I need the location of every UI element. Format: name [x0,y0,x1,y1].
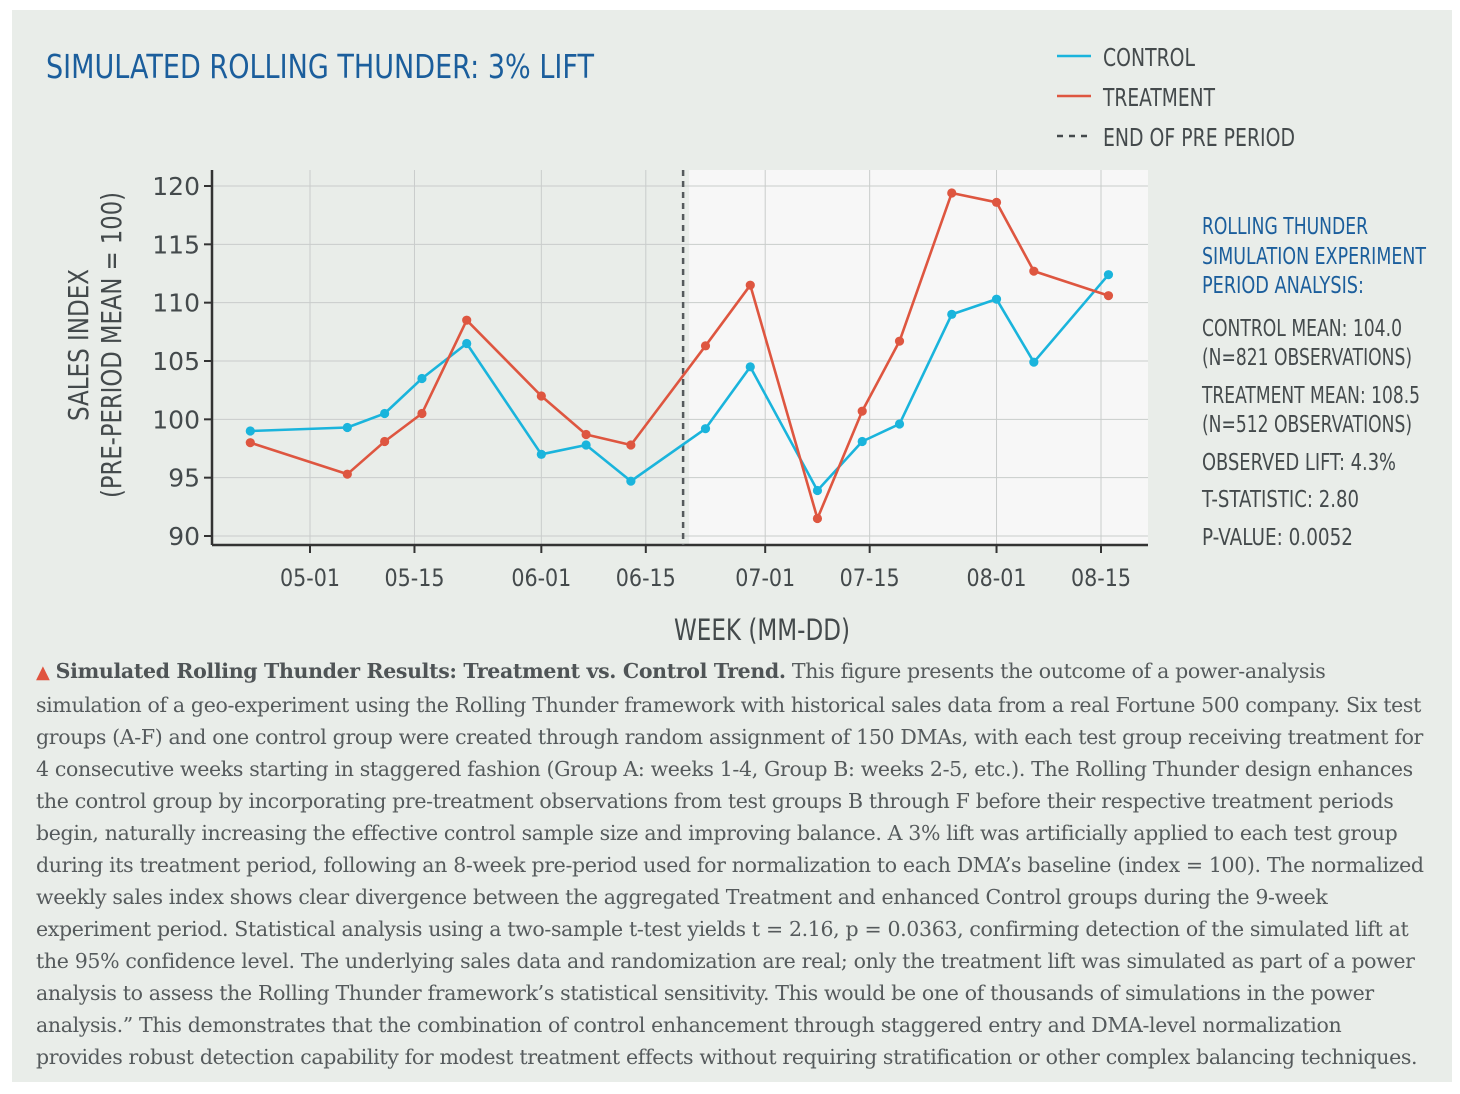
treatment-point [626,440,636,450]
analysis-heading-line3: PERIOD ANALYSIS: [1202,273,1364,299]
analysis-panel: ROLLING THUNDER SIMULATION EXPERIMENT PE… [1201,214,1427,551]
analysis-heading-line2: SIMULATION EXPERIMENT [1202,244,1427,270]
y-tick-label: 90 [168,522,200,551]
legend-control-label: CONTROL [1103,43,1195,72]
treatment-point [1029,266,1039,276]
y-tick-labels: 90 95 100 105 110 115 120 [152,172,212,551]
control-point [947,309,957,319]
x-tick-label: 07-15 [840,564,900,592]
legend-pre-period-label: END OF PRE PERIOD [1103,123,1295,152]
control-n: (N=821 OBSERVATIONS) [1202,345,1412,371]
treatment-point [417,408,427,419]
control-point [1029,357,1039,367]
y-axis-label-line2: (PRE-PERIOD MEAN = 100) [95,192,128,498]
y-tick-label: 110 [152,289,200,318]
control-point [894,419,905,429]
x-tick-label: 08-15 [1071,564,1131,592]
control-point [342,422,352,433]
control-point [417,373,427,384]
t-statistic: T-STATISTIC: 2.80 [1201,487,1359,513]
x-tick-label: 05-01 [280,564,340,592]
control-point [245,426,255,436]
triangle-up-icon: ▲ [36,662,50,683]
x-axis-label: WEEK (MM-DD) [674,613,850,647]
treatment-point [894,336,905,346]
series-lines [245,188,1114,524]
treatment-point [857,406,867,416]
control-point [745,362,755,372]
control-point [380,408,390,419]
y-tick-label: 120 [152,172,200,201]
x-tick-label: 06-01 [511,564,571,592]
caption-lead: Simulated Rolling Thunder Results: Treat… [55,659,786,683]
gridlines [212,170,1148,545]
observed-lift: OBSERVED LIFT: 4.3% [1202,450,1396,476]
treatment-point [812,513,823,524]
figure-caption: ▲ Simulated Rolling Thunder Results: Tre… [36,655,1428,1073]
chart: SIMULATED ROLLING THUNDER: 3% LIFT CONTR… [46,43,1427,647]
control-point [626,476,636,486]
control-point [857,436,867,447]
control-point [700,424,711,434]
treatment-point [947,188,957,198]
treatment-point [536,391,546,401]
x-tick-label: 08-01 [967,564,1027,592]
treatment-point [581,429,591,440]
treatment-point [380,436,390,447]
series-control [245,270,1114,496]
axes [210,170,1148,547]
treatment-mean: TREATMENT MEAN: 108.5 [1201,383,1420,409]
y-axis-label-line1: SALES INDEX [62,269,95,421]
y-tick-label: 100 [152,405,200,434]
y-tick-label: 115 [152,230,200,259]
treatment-point [342,469,352,479]
control-point [991,294,1002,304]
control-point [536,449,546,459]
treatment-point [745,280,755,290]
control-point [581,440,591,450]
x-tick-labels: 05-01 05-15 06-01 06-15 07-01 07-15 08-01 08-15 [280,545,1131,592]
x-tick-label: 05-15 [384,564,444,592]
control-point [812,485,823,496]
chart-title: SIMULATED ROLLING THUNDER: 3% LIFT [46,47,595,86]
series-treatment [245,188,1114,524]
treatment-point [991,197,1002,207]
treatment-point [1103,291,1114,301]
treatment-n: (N=512 OBSERVATIONS) [1202,412,1412,438]
control-mean: CONTROL MEAN: 104.0 [1202,316,1402,342]
y-tick-label: 105 [152,347,200,376]
control-point [1103,270,1114,280]
legend-treatment-label: TREATMENT [1102,83,1215,112]
control-point [462,338,472,349]
x-tick-label: 06-15 [616,564,676,592]
legend: CONTROL TREATMENT END OF PRE PERIOD [1057,43,1295,152]
treatment-point [245,438,255,448]
analysis-heading-line1: ROLLING THUNDER [1202,214,1368,240]
experiment-period-shading [689,170,1148,545]
y-tick-label: 95 [168,464,200,493]
p-value: P-VALUE: 0.0052 [1202,525,1353,551]
treatment-point [700,341,711,351]
caption-body: This figure presents the outcome of a po… [36,659,1424,1069]
x-tick-label: 07-01 [735,564,795,592]
treatment-point [462,315,472,325]
